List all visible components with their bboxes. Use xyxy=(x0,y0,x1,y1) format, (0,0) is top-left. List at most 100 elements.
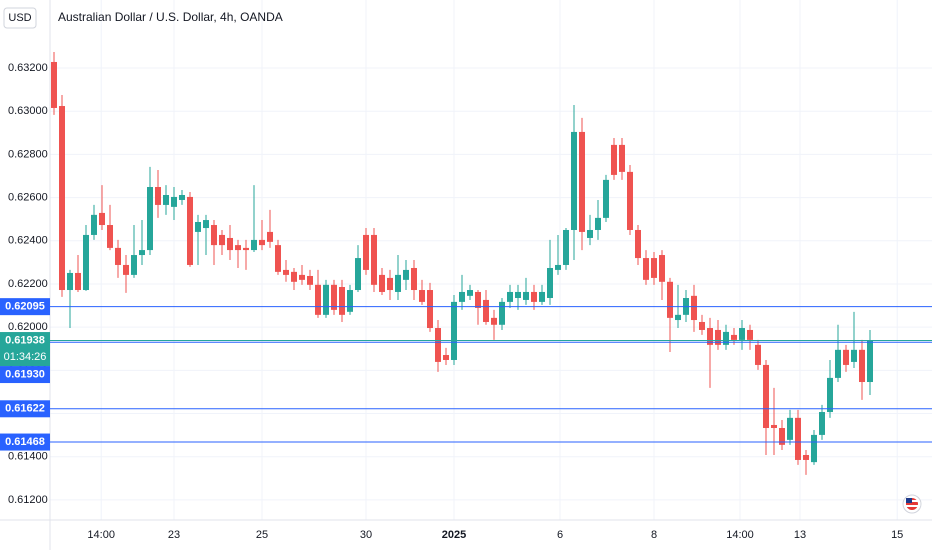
y-tick-label: 0.63200 xyxy=(8,62,48,74)
y-tick-label: 0.61200 xyxy=(8,494,48,506)
candle-body xyxy=(843,349,849,365)
candle-body xyxy=(579,131,585,232)
price-level-box xyxy=(0,433,50,451)
candle-body xyxy=(643,258,649,280)
candle-body xyxy=(227,237,233,251)
y-tick-label: 0.61400 xyxy=(8,451,48,463)
y-tick-label: 0.62000 xyxy=(8,321,48,333)
y-tick-label: 0.62600 xyxy=(8,191,48,203)
candle-body xyxy=(139,250,145,256)
candle-body xyxy=(347,290,353,312)
candle-body xyxy=(667,281,673,318)
candle-body xyxy=(499,301,505,325)
candle-body xyxy=(475,291,481,308)
candle-body xyxy=(651,258,657,278)
candle-body xyxy=(115,247,121,265)
candle-body xyxy=(675,314,681,321)
candle-body xyxy=(59,106,65,291)
candle-body xyxy=(611,144,617,175)
candle-body xyxy=(707,328,713,345)
candle-body xyxy=(315,284,321,315)
candle-body xyxy=(371,234,377,285)
candle-body xyxy=(51,61,57,108)
candle-body xyxy=(795,417,801,460)
x-tick-label: 2025 xyxy=(442,529,466,541)
candle-body xyxy=(235,245,241,251)
candle-body xyxy=(811,434,817,463)
candle-body xyxy=(419,290,425,302)
candle-body xyxy=(275,245,281,272)
price-level-label: 0.61938 xyxy=(5,334,45,346)
candle-body xyxy=(691,295,697,321)
candle-body xyxy=(723,331,729,345)
candle-body xyxy=(755,344,761,365)
candle-body xyxy=(627,171,633,230)
candle-body xyxy=(283,269,289,275)
candle-body xyxy=(211,225,217,246)
candle-body xyxy=(307,275,313,285)
candle-body xyxy=(531,291,537,302)
candle-body xyxy=(787,417,793,440)
x-tick-label: 14:00 xyxy=(726,529,754,541)
y-tick-label: 0.62200 xyxy=(8,278,48,290)
candle-body xyxy=(859,349,865,383)
candle-body xyxy=(851,349,857,362)
candle-body xyxy=(739,328,745,340)
x-tick-label: 8 xyxy=(651,529,657,541)
candle-body xyxy=(555,264,561,270)
currency[interactable]: USD xyxy=(8,12,31,24)
candle-body xyxy=(331,284,337,310)
candle-body xyxy=(163,195,169,205)
candle-body xyxy=(443,355,449,360)
candle-body xyxy=(715,329,721,345)
currency-button[interactable] xyxy=(3,7,37,29)
countdown: 01:34:26 xyxy=(4,351,47,363)
candle-body xyxy=(123,264,129,275)
candle-body xyxy=(467,290,473,296)
candle-body xyxy=(491,317,497,325)
candle-body xyxy=(99,212,105,226)
candle-body xyxy=(507,291,513,302)
price-level-box xyxy=(0,400,50,418)
candle-body xyxy=(339,286,345,315)
candle-body xyxy=(747,329,753,340)
candle-body xyxy=(131,255,137,275)
candle-body xyxy=(387,277,393,291)
candle-body xyxy=(171,196,177,207)
candle-body xyxy=(635,229,641,259)
candle-body xyxy=(323,284,329,315)
candle-body xyxy=(379,274,385,292)
candle-body xyxy=(699,321,705,330)
candle-body xyxy=(731,334,737,340)
candle-body xyxy=(659,255,665,282)
candle-body xyxy=(819,412,825,435)
candle-body xyxy=(411,267,417,291)
candle-body xyxy=(243,247,249,251)
price-level-label: 0.61468 xyxy=(5,436,45,448)
candle-body xyxy=(299,274,305,280)
candle-body xyxy=(187,196,193,265)
candle-body xyxy=(539,291,545,302)
candle-body xyxy=(259,239,265,246)
candle-body xyxy=(179,195,185,200)
candle-body xyxy=(867,340,873,383)
candle-body xyxy=(779,428,785,445)
price-level-box xyxy=(0,366,50,384)
candle-body xyxy=(355,258,361,291)
candle-body xyxy=(427,290,433,329)
x-tick-label: 13 xyxy=(794,529,806,541)
candle-body xyxy=(147,187,153,251)
candle-body xyxy=(451,301,457,360)
candle-body xyxy=(435,328,441,362)
candle-body xyxy=(75,272,81,291)
y-tick-label: 0.62400 xyxy=(8,235,48,247)
candle-body xyxy=(203,220,209,229)
candle-body xyxy=(803,455,809,460)
candle-body xyxy=(827,377,833,413)
candle-body xyxy=(603,179,609,218)
x-tick-label: 6 xyxy=(557,529,563,541)
chart-title: Australian Dollar / U.S. Dollar, 4h, OAN… xyxy=(58,10,283,24)
x-tick-label: 30 xyxy=(360,529,372,541)
candle-body xyxy=(267,231,273,242)
candle-body xyxy=(83,234,89,291)
